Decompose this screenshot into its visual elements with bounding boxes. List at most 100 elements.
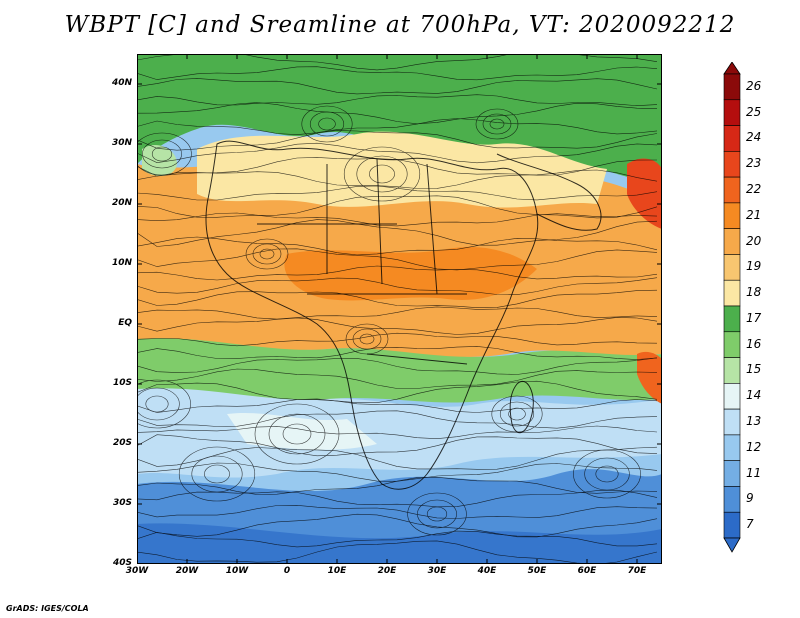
vortex-streamline [137,387,180,421]
colorbar-label: 7 [746,517,754,532]
streamline [137,504,658,519]
colorbar-label: 11 [746,465,762,480]
vortex-streamline [369,164,395,184]
streamline [137,78,658,95]
vortex-streamline [499,401,535,427]
colorbar-label: 17 [746,310,762,325]
lon-tick-label: 40E [477,566,497,576]
map-frame [137,54,662,564]
vortex-streamline [151,146,173,162]
colorbar-segment [723,254,741,281]
orange-tropical-core [284,246,537,301]
colorbar-segment [723,383,741,410]
streamline [137,357,658,375]
lat-tick-label: EQ [118,318,132,328]
streamline [137,380,658,403]
vortex-streamline [137,379,191,429]
weather-map [137,54,662,564]
lon-tick-label: 30E [427,566,447,576]
streamline [137,66,658,81]
vortex-streamline [407,492,467,536]
streamline [137,306,658,320]
lon-tick-label: 70E [627,566,647,576]
vortex-streamline [145,395,169,413]
streamline [137,332,658,347]
streamline [137,54,658,71]
map-canvas [137,54,662,564]
lat-tick-label: 40N [111,78,132,88]
yellow-sahara-field [197,131,607,208]
streamline [137,476,658,495]
lon-tick-label: 10W [225,566,249,576]
vortex-streamline [482,113,512,135]
streamline [137,142,658,164]
colorbar-label: 22 [746,182,762,196]
vortex-streamline [584,457,630,491]
streamline [137,398,658,413]
pale-band [227,412,377,450]
streamline [137,277,658,296]
streamline [137,540,658,564]
colorbar-segment [723,99,741,126]
colorbar-segment [723,228,741,255]
colorbar-min-arrow [723,537,741,553]
colorbar-segment [723,73,741,101]
country-borders [205,140,602,490]
streamlines [137,54,658,564]
streamline [137,236,658,256]
streamline [137,94,658,107]
vortex-streamline [254,403,340,465]
streamline [137,169,658,189]
streamline [137,102,658,125]
vortex-streamline [573,449,641,499]
vortex-streamline [343,146,421,202]
vortex-streamline [318,117,336,131]
streamline [137,130,658,151]
vortex-streamline [508,407,526,421]
colorbar-segment [723,151,741,178]
colorbar-label: 20 [746,233,762,248]
hot-spot-indian-ocean [637,351,662,404]
colorbar-label: 14 [746,388,762,403]
vortex-streamline [252,243,282,265]
lat-tick-label: 10S [112,378,132,388]
colorbar-segment [723,305,741,333]
streamline [137,446,658,470]
vortex-streamline [352,328,382,350]
colorbar-label: 25 [746,104,762,119]
colorbar-segment [723,357,741,384]
colorbar [723,62,741,553]
lat-tick-label: 30N [111,138,132,148]
streamline [137,195,658,219]
colorbar-segment [723,460,741,487]
southern-deep-cold-field [137,523,662,564]
streamline [137,317,658,335]
vortex-streamline [268,413,326,455]
colorbar-label: 12 [746,439,762,454]
colorbar-segment [723,408,741,436]
streamline [137,289,658,309]
lat-tick-label: 10N [111,258,132,268]
streamline [137,410,658,429]
colorbar-segment [723,279,741,307]
vortex-streamline [475,108,519,140]
vortex-streamline [356,155,408,193]
vortex-streamline [259,248,275,260]
colorbar-label: 18 [746,285,762,300]
colorbar-segment [723,486,741,513]
lon-tick-label: 50E [527,566,547,576]
colorbar-label: 23 [746,156,762,171]
lat-tick-label: 20S [112,438,132,448]
colorbar-label: 21 [746,207,762,222]
streamline [137,265,658,281]
streamline [137,219,658,247]
grads-credit: GrADS: IGES/COLA [6,604,89,613]
vortex-streamline [178,446,256,502]
colorbar-segment [723,331,741,358]
streamline [137,346,658,360]
vortex-streamline [191,455,243,493]
colorbar-segment [723,202,741,229]
colorbar-label: 9 [746,491,754,506]
streamline [137,425,658,440]
streamline [137,434,658,457]
